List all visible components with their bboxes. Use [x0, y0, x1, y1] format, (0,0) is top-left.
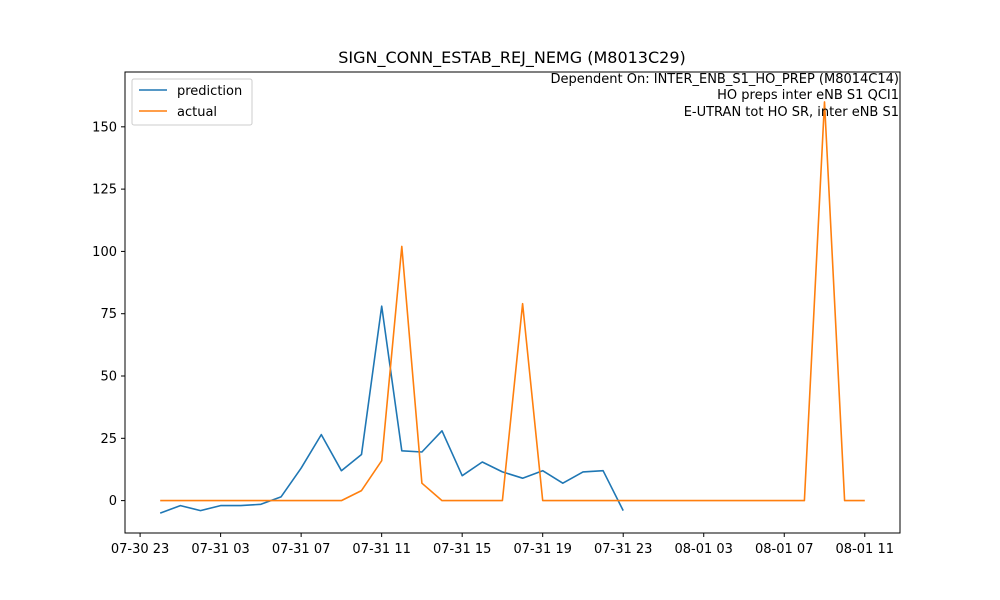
- annotation-block: Dependent On: INTER_ENB_S1_HO_PREP (M801…: [551, 72, 899, 120]
- legend-label-actual: actual: [177, 105, 217, 120]
- x-tick-label: 08-01 03: [675, 542, 733, 557]
- y-axis: 0 25 50 75 100 125 150: [92, 120, 125, 509]
- annotation-line-1: Dependent On: INTER_ENB_S1_HO_PREP (M801…: [551, 72, 899, 87]
- plot-area: 07-30 23 07-31 03 07-31 07 07-31 11 07-31 15…: [92, 71, 901, 557]
- y-tick-label: 50: [100, 370, 117, 385]
- plot-frame: [124, 71, 901, 534]
- legend: prediction actual: [131, 78, 253, 126]
- x-tick-label: 08-01 11: [836, 542, 894, 557]
- chart-title: SIGN_CONN_ESTAB_REJ_NEMG (M8013C29): [338, 48, 686, 68]
- legend-label-prediction: prediction: [177, 84, 242, 99]
- series-line-actual: [160, 101, 865, 502]
- x-axis: 07-30 23 07-31 03 07-31 07 07-31 11 07-31 15…: [111, 533, 894, 557]
- x-tick-label: 07-30 23: [111, 542, 169, 557]
- y-tick-label: 100: [92, 245, 117, 260]
- y-tick-label: 25: [100, 432, 117, 447]
- x-tick-label: 07-31 11: [352, 542, 410, 557]
- x-tick-label: 08-01 07: [755, 542, 813, 557]
- y-tick-label: 125: [92, 183, 117, 198]
- x-tick-label: 07-31 03: [191, 542, 249, 557]
- y-tick-label: 75: [100, 307, 117, 322]
- x-tick-label: 07-31 15: [433, 542, 491, 557]
- series-line-prediction: [159, 305, 624, 514]
- annotation-line-2: HO preps inter eNB S1 QCI1: [717, 88, 899, 103]
- series-layer: [159, 101, 865, 514]
- x-tick-label: 07-31 07: [272, 542, 330, 557]
- x-tick-label: 07-31 23: [594, 542, 652, 557]
- annotation-line-3: E-UTRAN tot HO SR, inter eNB S1: [684, 105, 899, 120]
- x-tick-label: 07-31 19: [513, 542, 571, 557]
- y-tick-label: 150: [92, 120, 117, 135]
- y-tick-label: 0: [109, 494, 117, 509]
